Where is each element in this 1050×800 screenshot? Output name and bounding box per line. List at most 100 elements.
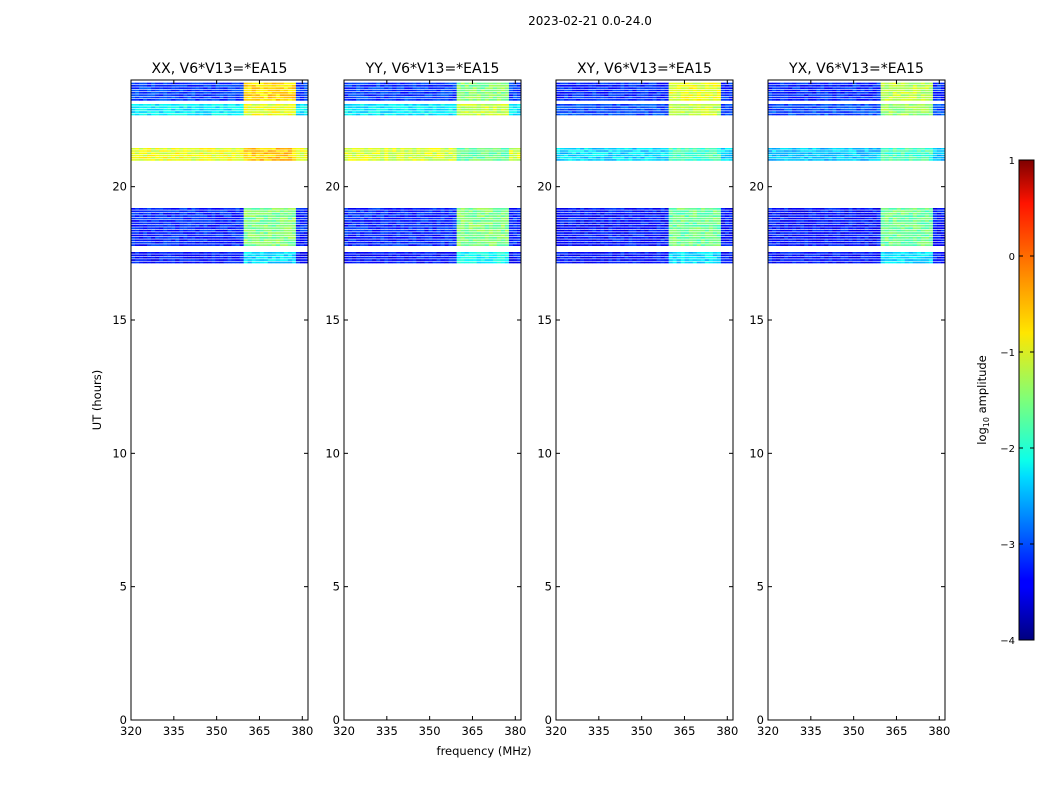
cell <box>644 227 649 230</box>
cell <box>564 227 569 230</box>
cell <box>516 108 522 111</box>
cell <box>303 232 309 234</box>
cell <box>263 261 269 264</box>
cell <box>720 220 726 222</box>
cell <box>464 220 469 222</box>
cell <box>436 82 441 85</box>
cell <box>251 106 256 109</box>
data-block-1 <box>131 208 309 246</box>
cell <box>720 217 726 220</box>
cell <box>167 229 172 232</box>
cell <box>227 237 232 239</box>
cell <box>724 106 730 109</box>
cell <box>500 234 506 237</box>
cell <box>263 156 269 159</box>
cell <box>432 256 437 259</box>
cell <box>207 159 212 161</box>
cell <box>223 224 228 227</box>
cell <box>640 229 645 232</box>
cell <box>576 159 581 161</box>
cell <box>496 222 502 225</box>
cell <box>628 215 633 217</box>
cell <box>712 220 718 222</box>
cell <box>504 156 510 159</box>
cell <box>360 212 365 215</box>
cell <box>704 244 710 246</box>
cell <box>716 210 722 213</box>
cell <box>287 229 293 232</box>
cell <box>620 224 625 227</box>
cell <box>287 261 293 264</box>
cell <box>512 224 518 227</box>
cell <box>159 87 164 90</box>
cell <box>444 152 449 155</box>
cell <box>592 215 597 217</box>
cell <box>440 229 445 232</box>
cell <box>199 252 204 254</box>
cell <box>504 92 510 94</box>
cell <box>708 208 714 210</box>
cell <box>287 82 293 85</box>
cell <box>568 227 573 230</box>
cell <box>516 224 522 227</box>
cell <box>488 254 494 257</box>
cell <box>199 208 204 210</box>
cell <box>464 215 469 217</box>
cell <box>504 150 510 152</box>
cell <box>356 89 361 92</box>
cell <box>131 222 136 225</box>
cell <box>412 104 417 106</box>
cell <box>376 85 381 87</box>
cell <box>259 108 265 111</box>
cell <box>424 154 429 157</box>
cell <box>159 215 164 217</box>
cell <box>600 159 605 161</box>
cell <box>207 148 212 150</box>
cell <box>572 239 577 242</box>
cell <box>440 224 445 227</box>
cell <box>400 148 405 150</box>
cell <box>380 229 385 232</box>
cell <box>680 215 686 217</box>
cell <box>139 252 144 254</box>
cell <box>512 152 518 155</box>
cell <box>680 261 686 264</box>
cell <box>235 256 240 259</box>
cell <box>247 241 252 244</box>
cell <box>504 254 510 257</box>
cell <box>159 234 164 237</box>
cell <box>380 217 385 220</box>
cell <box>716 215 722 217</box>
cell <box>279 89 285 92</box>
cell <box>263 113 269 116</box>
cell <box>299 259 305 261</box>
cell <box>372 111 377 113</box>
cell <box>688 220 694 222</box>
cell <box>428 224 433 227</box>
cell <box>668 156 673 159</box>
cell <box>464 259 469 261</box>
cell <box>484 148 490 150</box>
cell <box>508 244 514 246</box>
cell <box>632 241 637 244</box>
cell <box>344 237 349 239</box>
cell <box>239 108 244 111</box>
cell <box>416 89 421 92</box>
cell <box>656 220 661 222</box>
cell <box>360 111 365 113</box>
cell <box>616 156 621 159</box>
cell <box>576 113 581 116</box>
cell <box>183 152 188 155</box>
cell <box>568 224 573 227</box>
cell <box>179 111 184 113</box>
cell <box>704 152 710 155</box>
cell <box>512 92 518 94</box>
cell <box>147 108 152 111</box>
cell <box>392 104 397 106</box>
cell <box>271 244 277 246</box>
cell <box>400 259 405 261</box>
cell <box>348 150 353 152</box>
cell <box>251 212 256 215</box>
cell <box>600 227 605 230</box>
cell <box>287 237 293 239</box>
